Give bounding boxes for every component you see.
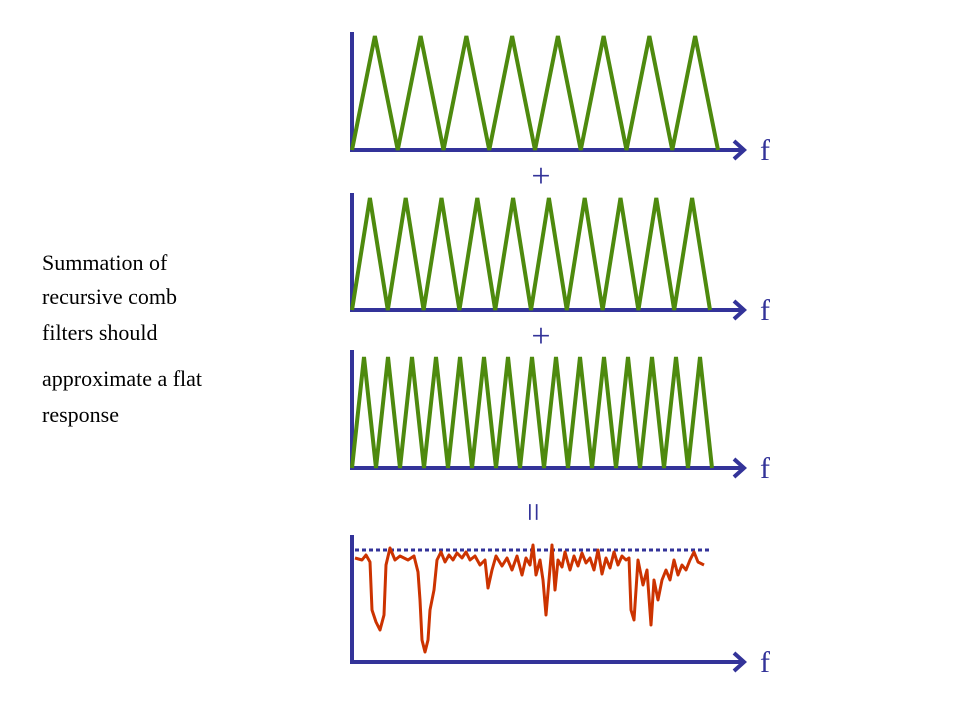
- axis-arrow: [732, 299, 747, 321]
- caption-line: Summation of: [42, 250, 168, 275]
- caption: Summation of recursive comb filters shou…: [42, 250, 202, 427]
- comb-response: [350, 356, 714, 469]
- caption-line: filters should: [42, 320, 158, 345]
- axis-label: f: [760, 294, 770, 327]
- operators: + + =: [514, 158, 551, 522]
- axis-arrow: [732, 651, 747, 673]
- summed-response: [354, 543, 705, 654]
- plus-sign: +: [531, 158, 550, 195]
- caption-line: recursive comb: [42, 284, 177, 309]
- comb-response: [350, 35, 720, 151]
- axis-label: f: [760, 134, 770, 167]
- caption-line: approximate a flat: [42, 366, 202, 391]
- axis-label: f: [760, 452, 770, 485]
- axis-label: f: [760, 646, 770, 679]
- axis-arrow: [732, 139, 747, 161]
- equals-sign: =: [514, 502, 551, 521]
- plus-sign: +: [531, 318, 550, 355]
- caption-line: response: [42, 402, 119, 427]
- comb-response: [350, 197, 712, 311]
- axes: [350, 535, 742, 664]
- axis-arrow: [732, 457, 747, 479]
